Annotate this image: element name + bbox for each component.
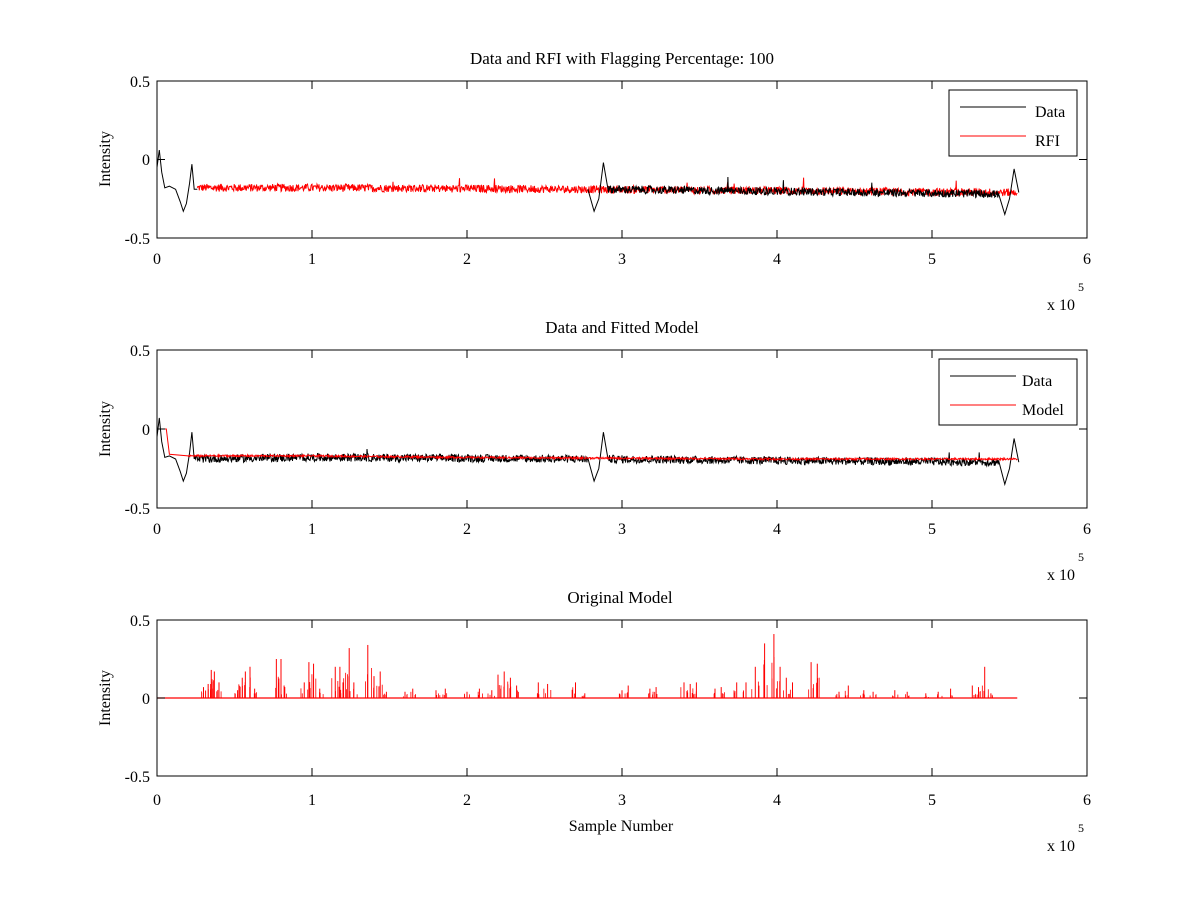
- panel-2-tick-marks: [156, 349, 1088, 509]
- panel-3-xtick: 4: [773, 792, 781, 809]
- panel-1-xtick: 3: [618, 251, 626, 268]
- panel-2-ytick-bottom: -0.5: [125, 501, 150, 518]
- panel-2-ytick-zero: 0: [142, 422, 150, 439]
- panel-1-xtick: 1: [308, 251, 316, 268]
- panel-1-x-exponent: x 10: [1047, 297, 1075, 314]
- panel-1-title: Data and RFI with Flagging Percentage: 1…: [470, 49, 774, 68]
- panel-3-xtick: 1: [308, 792, 316, 809]
- panel-3-ylabel: Intensity: [97, 670, 114, 726]
- panel-2: Data and Fitted Model Intensity 0.5 0 -0…: [97, 318, 1091, 584]
- panel-3-xlabel: Sample Number: [569, 818, 674, 835]
- panel-3-xtick: 0: [153, 792, 161, 809]
- panel-2-ylabel: Intensity: [97, 401, 114, 457]
- panel-2-xtick: 6: [1083, 521, 1091, 538]
- panel-3-plot-area: [157, 634, 1018, 699]
- panel-1-xtick: 2: [463, 251, 471, 268]
- panel-1-legend: Data RFI: [948, 89, 1078, 157]
- panel-3-xtick-labels: 0 1 2 3 4 5 6: [153, 792, 1091, 809]
- panel-3-tick-marks: [156, 619, 1088, 777]
- panel-1-xtick-labels: 0 1 2 3 4 5 6: [153, 251, 1091, 268]
- panel-3-xtick: 5: [928, 792, 936, 809]
- panel-1-ylabel: Intensity: [97, 131, 114, 187]
- panel-2-legend: Data Model: [938, 358, 1078, 426]
- panel-1-ytick-bottom: -0.5: [125, 231, 150, 248]
- panel-3-title: Original Model: [567, 588, 673, 607]
- panel-2-xtick: 2: [463, 521, 471, 538]
- panel-3-x-exponent: x 10: [1047, 838, 1075, 855]
- panel-2-ytick-top: 0.5: [130, 343, 150, 360]
- panel-2-x-exponent-power: 5: [1078, 550, 1084, 564]
- panel-1-legend-box: [948, 89, 1078, 157]
- panel-2-legend-box: [938, 358, 1078, 426]
- panel-1-tick-marks: [156, 80, 1088, 239]
- panel-3-xtick: 3: [618, 792, 626, 809]
- panel-2-plot-area: [156, 417, 1020, 487]
- panel-3-xtick: 2: [463, 792, 471, 809]
- panel-2-legend-label-data: Data: [1022, 373, 1052, 390]
- panel-3-ytick-top: 0.5: [130, 613, 150, 630]
- panel-1-x-exponent-power: 5: [1078, 280, 1084, 294]
- panel-2-xtick-labels: 0 1 2 3 4 5 6: [153, 521, 1091, 538]
- panel-2-xtick: 4: [773, 521, 781, 538]
- panel-2-x-exponent: x 10: [1047, 567, 1075, 584]
- panel-1-legend-label-rfi: RFI: [1035, 133, 1060, 150]
- panel-1-plot-area: [156, 150, 1020, 217]
- panel-3: Original Model Intensity 0.5 0 -0.5 0 1 …: [97, 588, 1091, 855]
- series-model-line: [157, 428, 1018, 462]
- panel-3-ytick-zero: 0: [142, 691, 150, 708]
- panel-3-xtick: 6: [1083, 792, 1091, 809]
- panel-2-xtick: 5: [928, 521, 936, 538]
- panel-3-ytick-bottom: -0.5: [125, 769, 150, 786]
- panel-2-title: Data and Fitted Model: [545, 318, 699, 337]
- series-data-line: [156, 150, 198, 213]
- panel-2-legend-label-model: Model: [1022, 402, 1064, 419]
- panel-2-xtick: 0: [153, 521, 161, 538]
- panel-1: Data and RFI with Flagging Percentage: 1…: [97, 49, 1091, 314]
- panel-1-legend-label-data: Data: [1035, 104, 1065, 121]
- panel-1-xtick: 4: [773, 251, 781, 268]
- panel-2-xtick: 1: [308, 521, 316, 538]
- panel-1-xtick: 0: [153, 251, 161, 268]
- panel-2-xtick: 3: [618, 521, 626, 538]
- series-rfi-line: [196, 177, 1018, 198]
- panel-1-ytick-zero: 0: [142, 152, 150, 169]
- panel-1-ytick-top: 0.5: [130, 74, 150, 91]
- panel-1-xtick: 6: [1083, 251, 1091, 268]
- panel-1-xtick: 5: [928, 251, 936, 268]
- panel-3-x-exponent-power: 5: [1078, 821, 1084, 835]
- series-data-dips-line: [587, 162, 1020, 217]
